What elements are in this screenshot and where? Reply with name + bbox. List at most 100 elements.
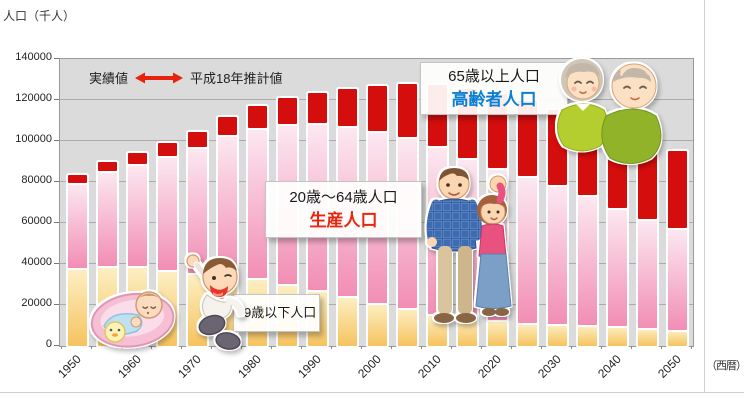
y-tick-label: 60000 xyxy=(21,215,52,227)
x-tick-mark xyxy=(481,346,482,349)
annotation-elderly-label: 65歳以上人口 xyxy=(448,68,540,86)
seg-red-segment xyxy=(187,132,207,148)
seg-pink-segment xyxy=(547,184,567,325)
page-divider-horizontal xyxy=(0,392,744,393)
x-tick-mark xyxy=(661,346,662,349)
x-tick-label: 2030 xyxy=(535,352,564,381)
x-tick-mark xyxy=(601,346,602,349)
x-tick-mark xyxy=(61,346,62,349)
seg-red-segment xyxy=(97,161,117,172)
x-tick-mark xyxy=(451,346,452,349)
x-tick-mark xyxy=(91,346,92,349)
seg-yellow-segment xyxy=(577,324,597,346)
y-tick-label: 100000 xyxy=(15,133,52,145)
seg-yellow-segment xyxy=(367,301,387,346)
x-tick-mark xyxy=(361,346,362,349)
seg-red-segment xyxy=(667,150,687,228)
seg-pink-segment xyxy=(517,175,537,323)
y-tick-mark xyxy=(54,345,59,346)
annotation-under20-label: 19歳以下人口 xyxy=(236,305,317,321)
y-tick-mark xyxy=(54,181,59,182)
seg-yellow-segment xyxy=(337,294,357,346)
y-tick-mark xyxy=(54,58,59,59)
y-tick-mark xyxy=(54,304,59,305)
seg-red-segment xyxy=(247,105,267,128)
bar-1950 xyxy=(67,174,87,346)
annotation-elderly-sublabel: 高齢者人口 xyxy=(451,89,537,109)
seg-yellow-segment xyxy=(517,321,537,346)
elderly-couple-illustration xyxy=(557,59,662,164)
seg-pink-segment xyxy=(667,226,687,330)
x-tick-label: 1990 xyxy=(295,352,324,381)
x-tick-mark xyxy=(631,346,632,349)
legend-projected-label: 平成18年推計値 xyxy=(190,71,283,86)
x-tick-mark xyxy=(211,346,212,349)
x-tick-mark xyxy=(181,346,182,349)
x-tick-mark xyxy=(241,346,242,349)
seg-yellow-segment xyxy=(67,267,87,346)
baby-illustration xyxy=(90,291,175,348)
seg-red-segment xyxy=(337,88,357,127)
x-tick-mark xyxy=(541,346,542,349)
y-tick-mark xyxy=(54,263,59,264)
seg-pink-segment xyxy=(607,207,627,326)
y-tick-label: 80000 xyxy=(21,174,52,186)
seg-red-segment xyxy=(277,97,297,124)
x-axis-unit-label: （西暦） xyxy=(706,360,744,372)
y-tick-mark xyxy=(54,222,59,223)
x-tick-mark xyxy=(271,346,272,349)
seg-red-segment xyxy=(157,143,177,157)
seg-yellow-segment xyxy=(607,324,627,346)
page-divider-vertical xyxy=(704,0,705,392)
seg-yellow-segment xyxy=(637,326,657,346)
annotation-elderly: 65歳以上人口 高齢者人口 xyxy=(420,62,568,115)
y-tick-label: 0 xyxy=(45,338,52,350)
bar-2050 xyxy=(667,150,687,346)
annotation-under20: 19歳以下人口 xyxy=(233,294,320,332)
annotation-working-label: 20歳～64歳人口 xyxy=(289,189,398,207)
x-tick-mark xyxy=(391,346,392,349)
x-tick-label: 2000 xyxy=(355,352,384,381)
x-tick-label: 1980 xyxy=(235,352,264,381)
seg-yellow-segment xyxy=(667,328,687,346)
x-tick-mark xyxy=(421,346,422,349)
seg-pink-segment xyxy=(127,162,147,267)
x-tick-label: 1950 xyxy=(55,352,84,381)
y-tick-mark xyxy=(54,99,59,100)
seg-red-segment xyxy=(217,116,237,135)
seg-red-segment xyxy=(307,92,327,124)
seg-pink-segment xyxy=(97,170,117,267)
seg-red-segment xyxy=(67,174,87,184)
y-axis-title: 人口（千人） xyxy=(3,9,76,23)
x-tick-label: 2050 xyxy=(655,352,684,381)
y-tick-label: 120000 xyxy=(15,92,52,104)
x-tick-label: 1960 xyxy=(115,352,144,381)
x-tick-mark xyxy=(121,346,122,349)
x-tick-mark xyxy=(151,346,152,349)
seg-yellow-segment xyxy=(547,323,567,346)
legend: 実績値 平成18年推計値 xyxy=(89,68,282,87)
seg-yellow-segment xyxy=(397,307,417,346)
legend-actual-label: 実績値 xyxy=(89,71,129,86)
bar-2025 xyxy=(517,101,537,346)
annotation-working: 20歳～64歳人口 生産人口 xyxy=(265,181,422,238)
annotation-working-sublabel: 生産人口 xyxy=(309,210,378,230)
seg-pink-segment xyxy=(67,182,87,269)
red-double-arrow-icon xyxy=(135,72,184,83)
y-tick-label: 20000 xyxy=(21,297,52,309)
seg-pink-segment xyxy=(247,126,267,279)
seg-red-segment xyxy=(397,84,417,137)
x-tick-mark xyxy=(691,346,692,349)
x-tick-label: 1970 xyxy=(175,352,204,381)
x-tick-mark xyxy=(301,346,302,349)
x-tick-label: 2040 xyxy=(595,352,624,381)
seg-red-segment xyxy=(367,85,387,131)
y-tick-label: 40000 xyxy=(21,256,52,268)
y-tick-mark xyxy=(54,140,59,141)
seg-pink-segment xyxy=(637,217,657,328)
x-tick-label: 2010 xyxy=(415,352,444,381)
x-tick-mark xyxy=(511,346,512,349)
seg-red-segment xyxy=(517,101,537,177)
seg-red-segment xyxy=(127,152,147,164)
